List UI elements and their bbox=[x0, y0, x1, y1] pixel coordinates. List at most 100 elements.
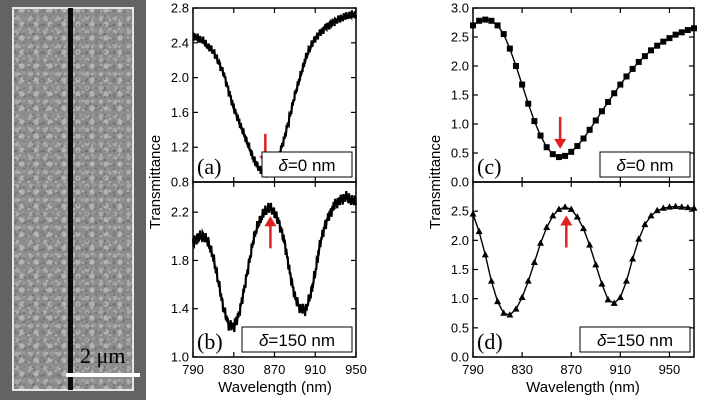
data-point-c bbox=[500, 31, 507, 38]
y-tick-label: 1.5 bbox=[451, 88, 469, 103]
data-point-d bbox=[672, 202, 680, 209]
data-point-d bbox=[647, 212, 655, 219]
data-point-c bbox=[654, 42, 661, 49]
y-tick-label: 1.4 bbox=[171, 301, 189, 316]
data-point-d bbox=[494, 297, 502, 305]
panel-d: 790 830 870 910 950 0.0 0.5 1.0 1.5 2.0 2.5 (d) δ=15… bbox=[451, 181, 698, 377]
data-point-d bbox=[567, 205, 575, 212]
data-point-d bbox=[555, 205, 563, 212]
data-point-c bbox=[562, 152, 569, 159]
data-point-c bbox=[660, 38, 667, 45]
annotation-value: =150 nm bbox=[606, 331, 673, 350]
data-point-d bbox=[506, 311, 514, 318]
annotation-value: =0 nm bbox=[288, 156, 336, 175]
arrow-head-d bbox=[560, 215, 573, 226]
y-tick-label: 3.0 bbox=[451, 1, 469, 16]
annotation-box-d bbox=[579, 326, 691, 353]
data-point-c bbox=[598, 108, 605, 115]
annotation-box-a bbox=[261, 151, 353, 178]
data-point-d bbox=[481, 251, 489, 258]
y-tick-label: 0.5 bbox=[451, 320, 469, 335]
x-tick-label: 870 bbox=[264, 362, 286, 377]
data-point-d bbox=[530, 258, 538, 265]
data-point-c bbox=[470, 22, 476, 29]
x-tick-label: 870 bbox=[560, 362, 582, 377]
data-point-d bbox=[665, 203, 673, 210]
data-point-d bbox=[524, 277, 532, 284]
data-point-d bbox=[512, 305, 520, 312]
annotation-value: =0 nm bbox=[626, 156, 674, 175]
data-point-c bbox=[555, 154, 562, 161]
data-point-d bbox=[653, 206, 661, 214]
data-point-c bbox=[494, 22, 501, 29]
y-tick-label: 0.0 bbox=[451, 175, 469, 190]
y-tick-label: 1.0 bbox=[451, 291, 469, 306]
annotation-a: δ=0 nm bbox=[278, 156, 335, 175]
x-tick-label: 830 bbox=[223, 362, 245, 377]
x-tick-label: 790 bbox=[462, 362, 484, 377]
data-point-c bbox=[586, 126, 593, 133]
data-point-c bbox=[580, 135, 587, 142]
data-point-c bbox=[611, 90, 618, 97]
y-tick-label: 0.0 bbox=[451, 350, 469, 365]
x-tick-label: 910 bbox=[304, 362, 326, 377]
data-point-c bbox=[568, 148, 575, 155]
data-point-c bbox=[512, 63, 519, 69]
data-point-d bbox=[586, 241, 594, 248]
data-point-d bbox=[549, 212, 557, 219]
data-point-c bbox=[672, 31, 679, 38]
data-point-c bbox=[543, 144, 550, 151]
y-tick-label: 1.8 bbox=[171, 253, 189, 268]
y-tick-label: 2.0 bbox=[451, 59, 469, 74]
y-tick-label: 2.5 bbox=[451, 30, 469, 45]
y-tick-label: 2.2 bbox=[171, 205, 189, 220]
y-tick-label: 1.6 bbox=[171, 105, 189, 120]
y-tick-label: 2.0 bbox=[171, 70, 189, 85]
data-point-d bbox=[641, 220, 649, 228]
panel-label-d: (d) bbox=[477, 329, 503, 354]
data-point-d bbox=[469, 210, 477, 217]
scale-bar bbox=[66, 373, 140, 377]
data-point-c bbox=[592, 117, 599, 124]
data-point-c bbox=[691, 25, 697, 32]
data-point-c bbox=[635, 58, 642, 65]
data-point-c bbox=[629, 65, 636, 72]
annotation-box-b bbox=[241, 326, 353, 353]
y-axis-title-left: Transmittance bbox=[147, 135, 164, 229]
data-point-d bbox=[678, 203, 686, 210]
data-point-c bbox=[648, 47, 655, 54]
data-point-d bbox=[543, 223, 551, 230]
y-tick-label: 2.0 bbox=[451, 233, 469, 248]
panel-b: 790 830 870 910 950 1.0 1.4 1.8 2.2 (b) δ=150 nm bbox=[171, 181, 367, 377]
y-tick-label: 1.0 bbox=[451, 117, 469, 132]
panel-label-b: (b) bbox=[197, 329, 223, 354]
delta-symbol: δ bbox=[616, 156, 626, 175]
data-point-d bbox=[659, 204, 667, 211]
data-point-d bbox=[537, 239, 545, 246]
data-point-c bbox=[605, 98, 612, 105]
x-tick-label: 950 bbox=[345, 362, 367, 377]
data-point-c bbox=[482, 16, 489, 23]
data-point-c bbox=[617, 81, 624, 88]
data-point-d bbox=[604, 296, 612, 303]
data-point-d bbox=[610, 299, 618, 306]
data-point-d bbox=[475, 227, 483, 235]
x-tick-label: 950 bbox=[659, 362, 681, 377]
data-point-d bbox=[573, 213, 581, 220]
data-point-d bbox=[684, 203, 692, 211]
data-point-d bbox=[598, 280, 606, 287]
data-point-d bbox=[592, 261, 600, 268]
data-point-d bbox=[635, 235, 643, 242]
data-point-c bbox=[476, 17, 483, 24]
y-tick-label: 0.8 bbox=[171, 175, 189, 190]
data-point-d bbox=[561, 203, 569, 210]
panel-label-c: (c) bbox=[477, 154, 501, 179]
data-point-c bbox=[641, 53, 648, 60]
x-tick-label: 830 bbox=[511, 362, 533, 377]
panel-a: 0.8 1.2 1.6 2.0 2.4 2.8 (a) δ=0 nm bbox=[171, 1, 358, 190]
data-point-c bbox=[537, 132, 544, 139]
panel-c: 0.0 0.5 1.0 1.5 2.0 2.5 3.0 (c) δ=0 nm bbox=[451, 1, 697, 190]
